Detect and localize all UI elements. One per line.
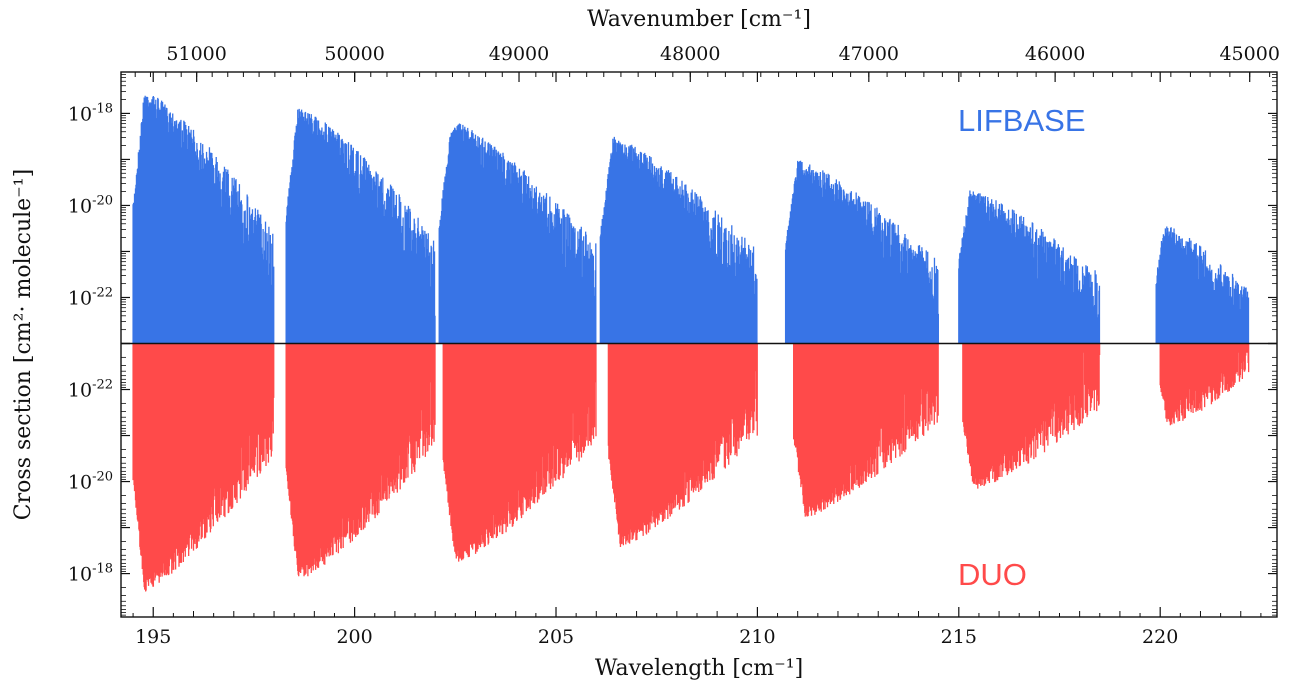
x-bottom-tick-label: 205	[538, 626, 574, 648]
x-top-tick-label: 51000	[166, 43, 226, 65]
duo-series	[132, 343, 1250, 592]
x-bottom-tick-label: 195	[135, 626, 171, 648]
duo-band-7	[1159, 343, 1250, 426]
lifbase-band-6	[958, 190, 1101, 344]
x-top-tick-label: 48000	[660, 43, 720, 65]
x-axis-bottom-title: Wavelength [cm⁻¹]	[595, 656, 803, 681]
lifbase-band-2	[285, 108, 436, 344]
y-tick-label-upper: 10-18	[68, 101, 113, 125]
duo-band-5	[793, 343, 939, 517]
y-tick-label-upper: 10-20	[68, 193, 113, 217]
x-bottom-tick-label: 210	[739, 626, 775, 648]
duo-band-3	[442, 343, 597, 562]
x-bottom-tick-label: 220	[1142, 626, 1178, 648]
x-bottom-tick-label: 215	[941, 626, 977, 648]
lifbase-band-1	[132, 95, 275, 344]
x-axis-top-title: Wavenumber [cm⁻¹]	[587, 7, 811, 32]
y-tick-label-lower: 10-22	[68, 378, 113, 402]
x-top-tick-label: 46000	[1025, 43, 1085, 65]
x-top-tick-label: 47000	[839, 43, 899, 65]
duo-band-1	[132, 343, 275, 592]
lifbase-label: LIFBASE	[958, 103, 1086, 138]
duo-label: DUO	[958, 557, 1027, 592]
duo-band-4	[607, 343, 758, 547]
duo-band-6	[962, 343, 1101, 489]
x-top-tick-label: 50000	[324, 43, 384, 65]
lifbase-series	[132, 95, 1250, 344]
x-bottom-tick-label: 200	[336, 626, 372, 648]
y-tick-label-lower: 10-18	[68, 562, 113, 586]
x-top-tick-label: 49000	[489, 43, 549, 65]
lifbase-band-5	[784, 160, 939, 344]
y-tick-label-upper: 10-22	[68, 285, 113, 309]
x-top-tick-label: 45000	[1219, 43, 1279, 65]
y-tick-label-lower: 10-20	[68, 470, 113, 494]
plot-frame	[120, 71, 1278, 618]
lifbase-band-4	[599, 136, 758, 344]
y-axis-title: Cross section [cm²· molecule⁻¹]	[11, 169, 36, 520]
duo-band-2	[285, 343, 436, 577]
lifbase-band-7	[1155, 226, 1250, 344]
lifbase-band-3	[438, 123, 597, 344]
axis-ticks	[121, 72, 1277, 617]
